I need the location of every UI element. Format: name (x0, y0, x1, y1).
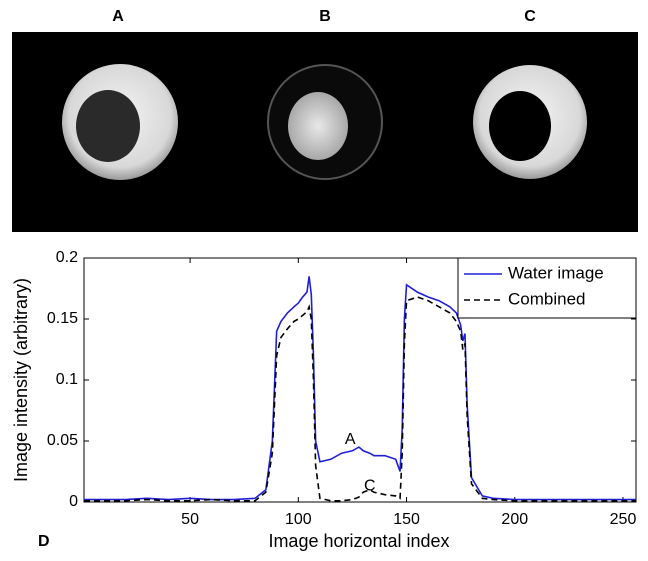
x-tick-label: 250 (610, 511, 637, 528)
panel-label: C (524, 8, 536, 25)
y-tick-label: 0.05 (47, 432, 78, 449)
x-tick-label: 50 (181, 511, 199, 528)
mri-panel: A B C (12, 8, 638, 232)
legend-box (457, 257, 637, 319)
panel-label: B (319, 8, 331, 25)
x-tick-label: 100 (285, 511, 312, 528)
legend-label: Water image (508, 263, 604, 282)
image-a-core (76, 90, 140, 162)
data-line (84, 296, 636, 502)
panel-label: A (112, 8, 124, 25)
data-line (84, 276, 636, 501)
image-b-core (288, 92, 348, 160)
y-tick-label: 0.1 (56, 371, 78, 388)
annotation: A (345, 431, 356, 448)
image-c-core (489, 91, 551, 161)
legend-label: Combined (508, 289, 586, 308)
y-tick-label: 0 (69, 493, 78, 510)
y-axis-label: Image intensity (arbitrary) (11, 278, 31, 482)
figure-label: D (38, 533, 50, 550)
y-tick-label: 0.15 (47, 310, 78, 327)
x-tick-label: 150 (393, 511, 420, 528)
x-axis-label: Image horizontal index (268, 531, 449, 551)
y-tick-label: 0.2 (56, 249, 78, 266)
annotation: C (364, 477, 376, 494)
x-tick-label: 200 (501, 511, 528, 528)
